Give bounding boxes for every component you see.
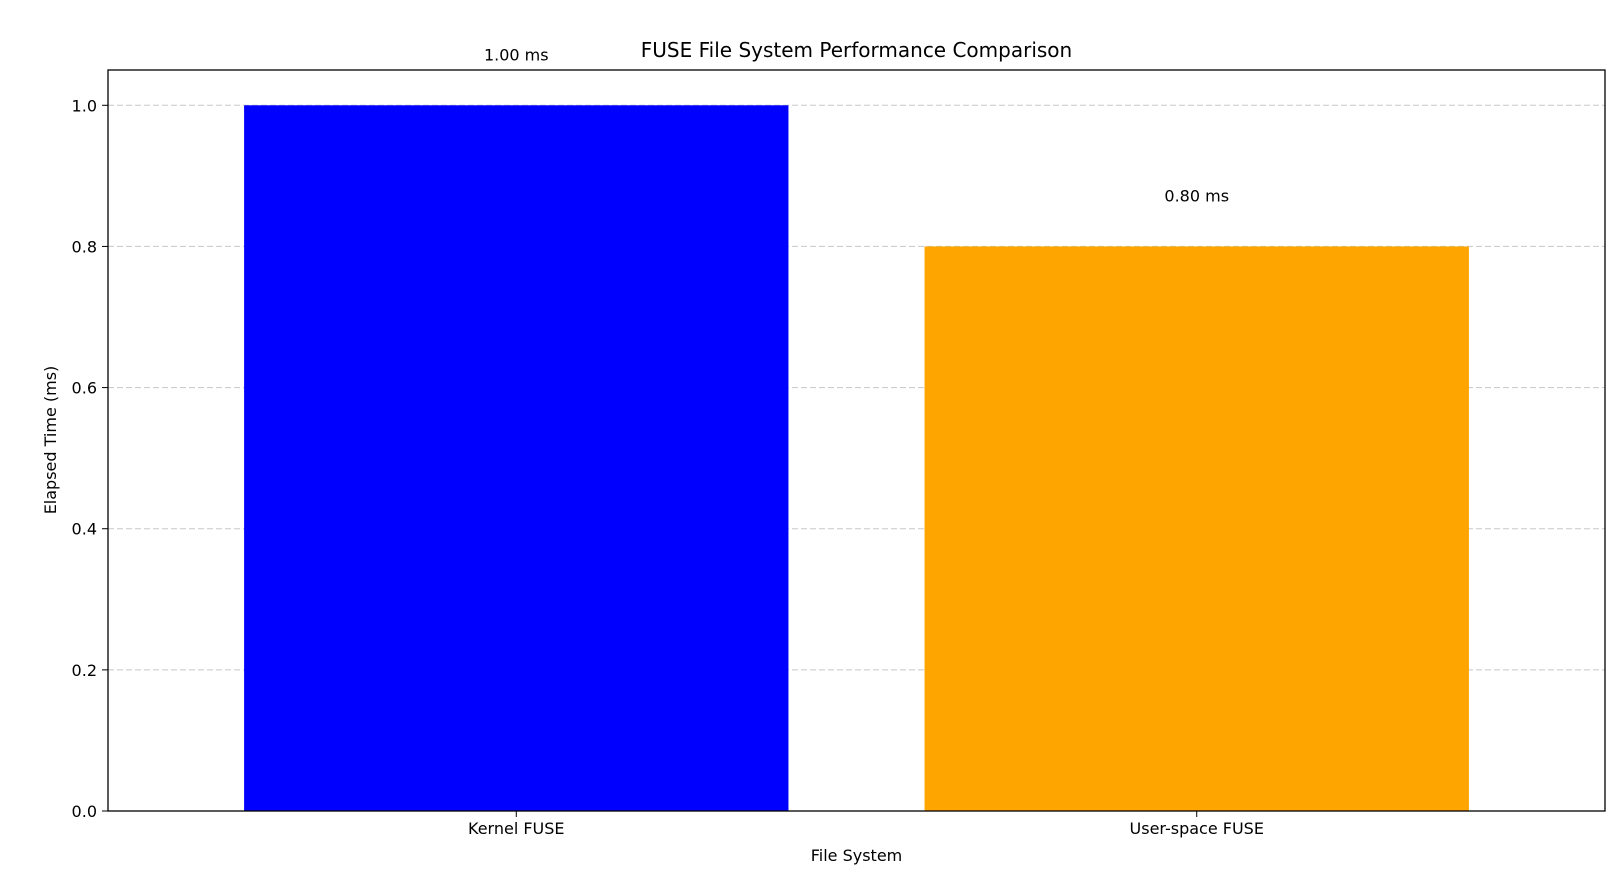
x-axis-label: File System: [811, 846, 903, 865]
y-axis-label: Elapsed Time (ms): [41, 366, 60, 515]
bars: [244, 105, 1469, 812]
x-tick-label: Kernel FUSE: [468, 819, 565, 838]
value-label: 0.80 ms: [1164, 186, 1229, 205]
bar-kernel-fuse: [244, 105, 789, 812]
y-tick-label: 0.0: [72, 802, 97, 821]
value-labels: 1.00 ms 0.80 ms: [484, 45, 1229, 205]
chart-title: FUSE File System Performance Comparison: [641, 38, 1072, 62]
plot-area-frame: [107, 69, 1606, 812]
y-tick-label: 1.0: [72, 96, 97, 115]
bar-user-space-fuse: [924, 246, 1469, 811]
y-tick-label: 0.6: [72, 379, 97, 398]
y-tick-label: 0.8: [72, 237, 97, 256]
x-tick-label: User-space FUSE: [1130, 819, 1264, 838]
y-tick-label: 0.4: [72, 520, 97, 539]
axis-ticks: 0.0 0.2 0.4 0.6 0.8 1.0 Kernel FUSE User-space …: [72, 96, 1264, 838]
y-tick-label: 0.2: [72, 661, 97, 680]
value-label: 1.00 ms: [484, 45, 549, 64]
